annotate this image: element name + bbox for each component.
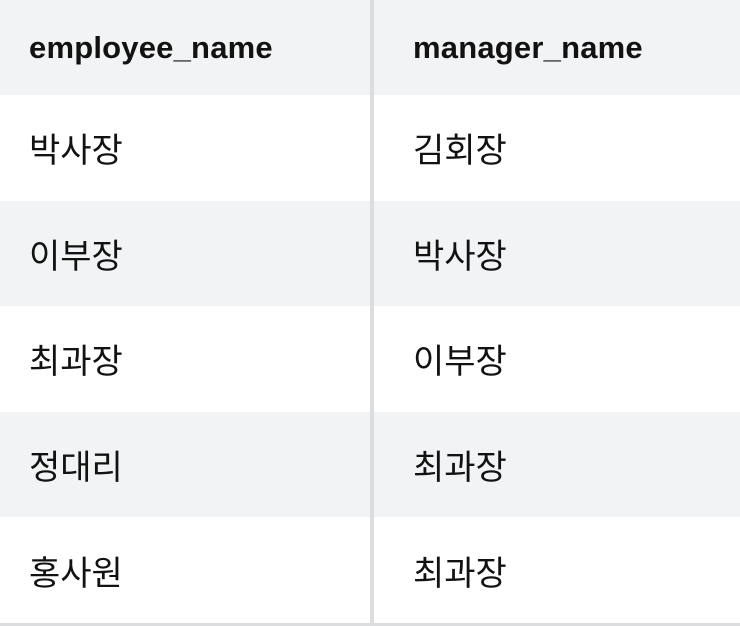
header-cell-manager-name: manager_name bbox=[413, 29, 643, 65]
cell-employee-name: 박사장 bbox=[0, 95, 374, 201]
table-row: 이부장 박사장 bbox=[0, 200, 740, 307]
cell-manager-name: 이부장 bbox=[413, 343, 507, 382]
cell-manager-name: 박사장 bbox=[413, 237, 507, 276]
table-row: 박사장 김회장 bbox=[0, 95, 740, 201]
table-header-row: employee_name manager_name bbox=[0, 0, 740, 95]
cell-manager-name: 김회장 bbox=[413, 132, 507, 171]
cell-manager-name: 최과장 bbox=[413, 449, 507, 488]
header-cell-employee-name: employee_name bbox=[0, 0, 374, 95]
cell-employee-name: 정대리 bbox=[0, 411, 374, 518]
table-row: 홍사원 최과장 bbox=[0, 517, 740, 623]
cell-employee-name: 홍사원 bbox=[0, 517, 374, 623]
cell-employee-name: 이부장 bbox=[0, 200, 374, 307]
cell-employee-name: 최과장 bbox=[0, 306, 374, 412]
cell-manager-name: 최과장 bbox=[413, 554, 507, 593]
table-row: 정대리 최과장 bbox=[0, 411, 740, 518]
table-row: 최과장 이부장 bbox=[0, 306, 740, 412]
